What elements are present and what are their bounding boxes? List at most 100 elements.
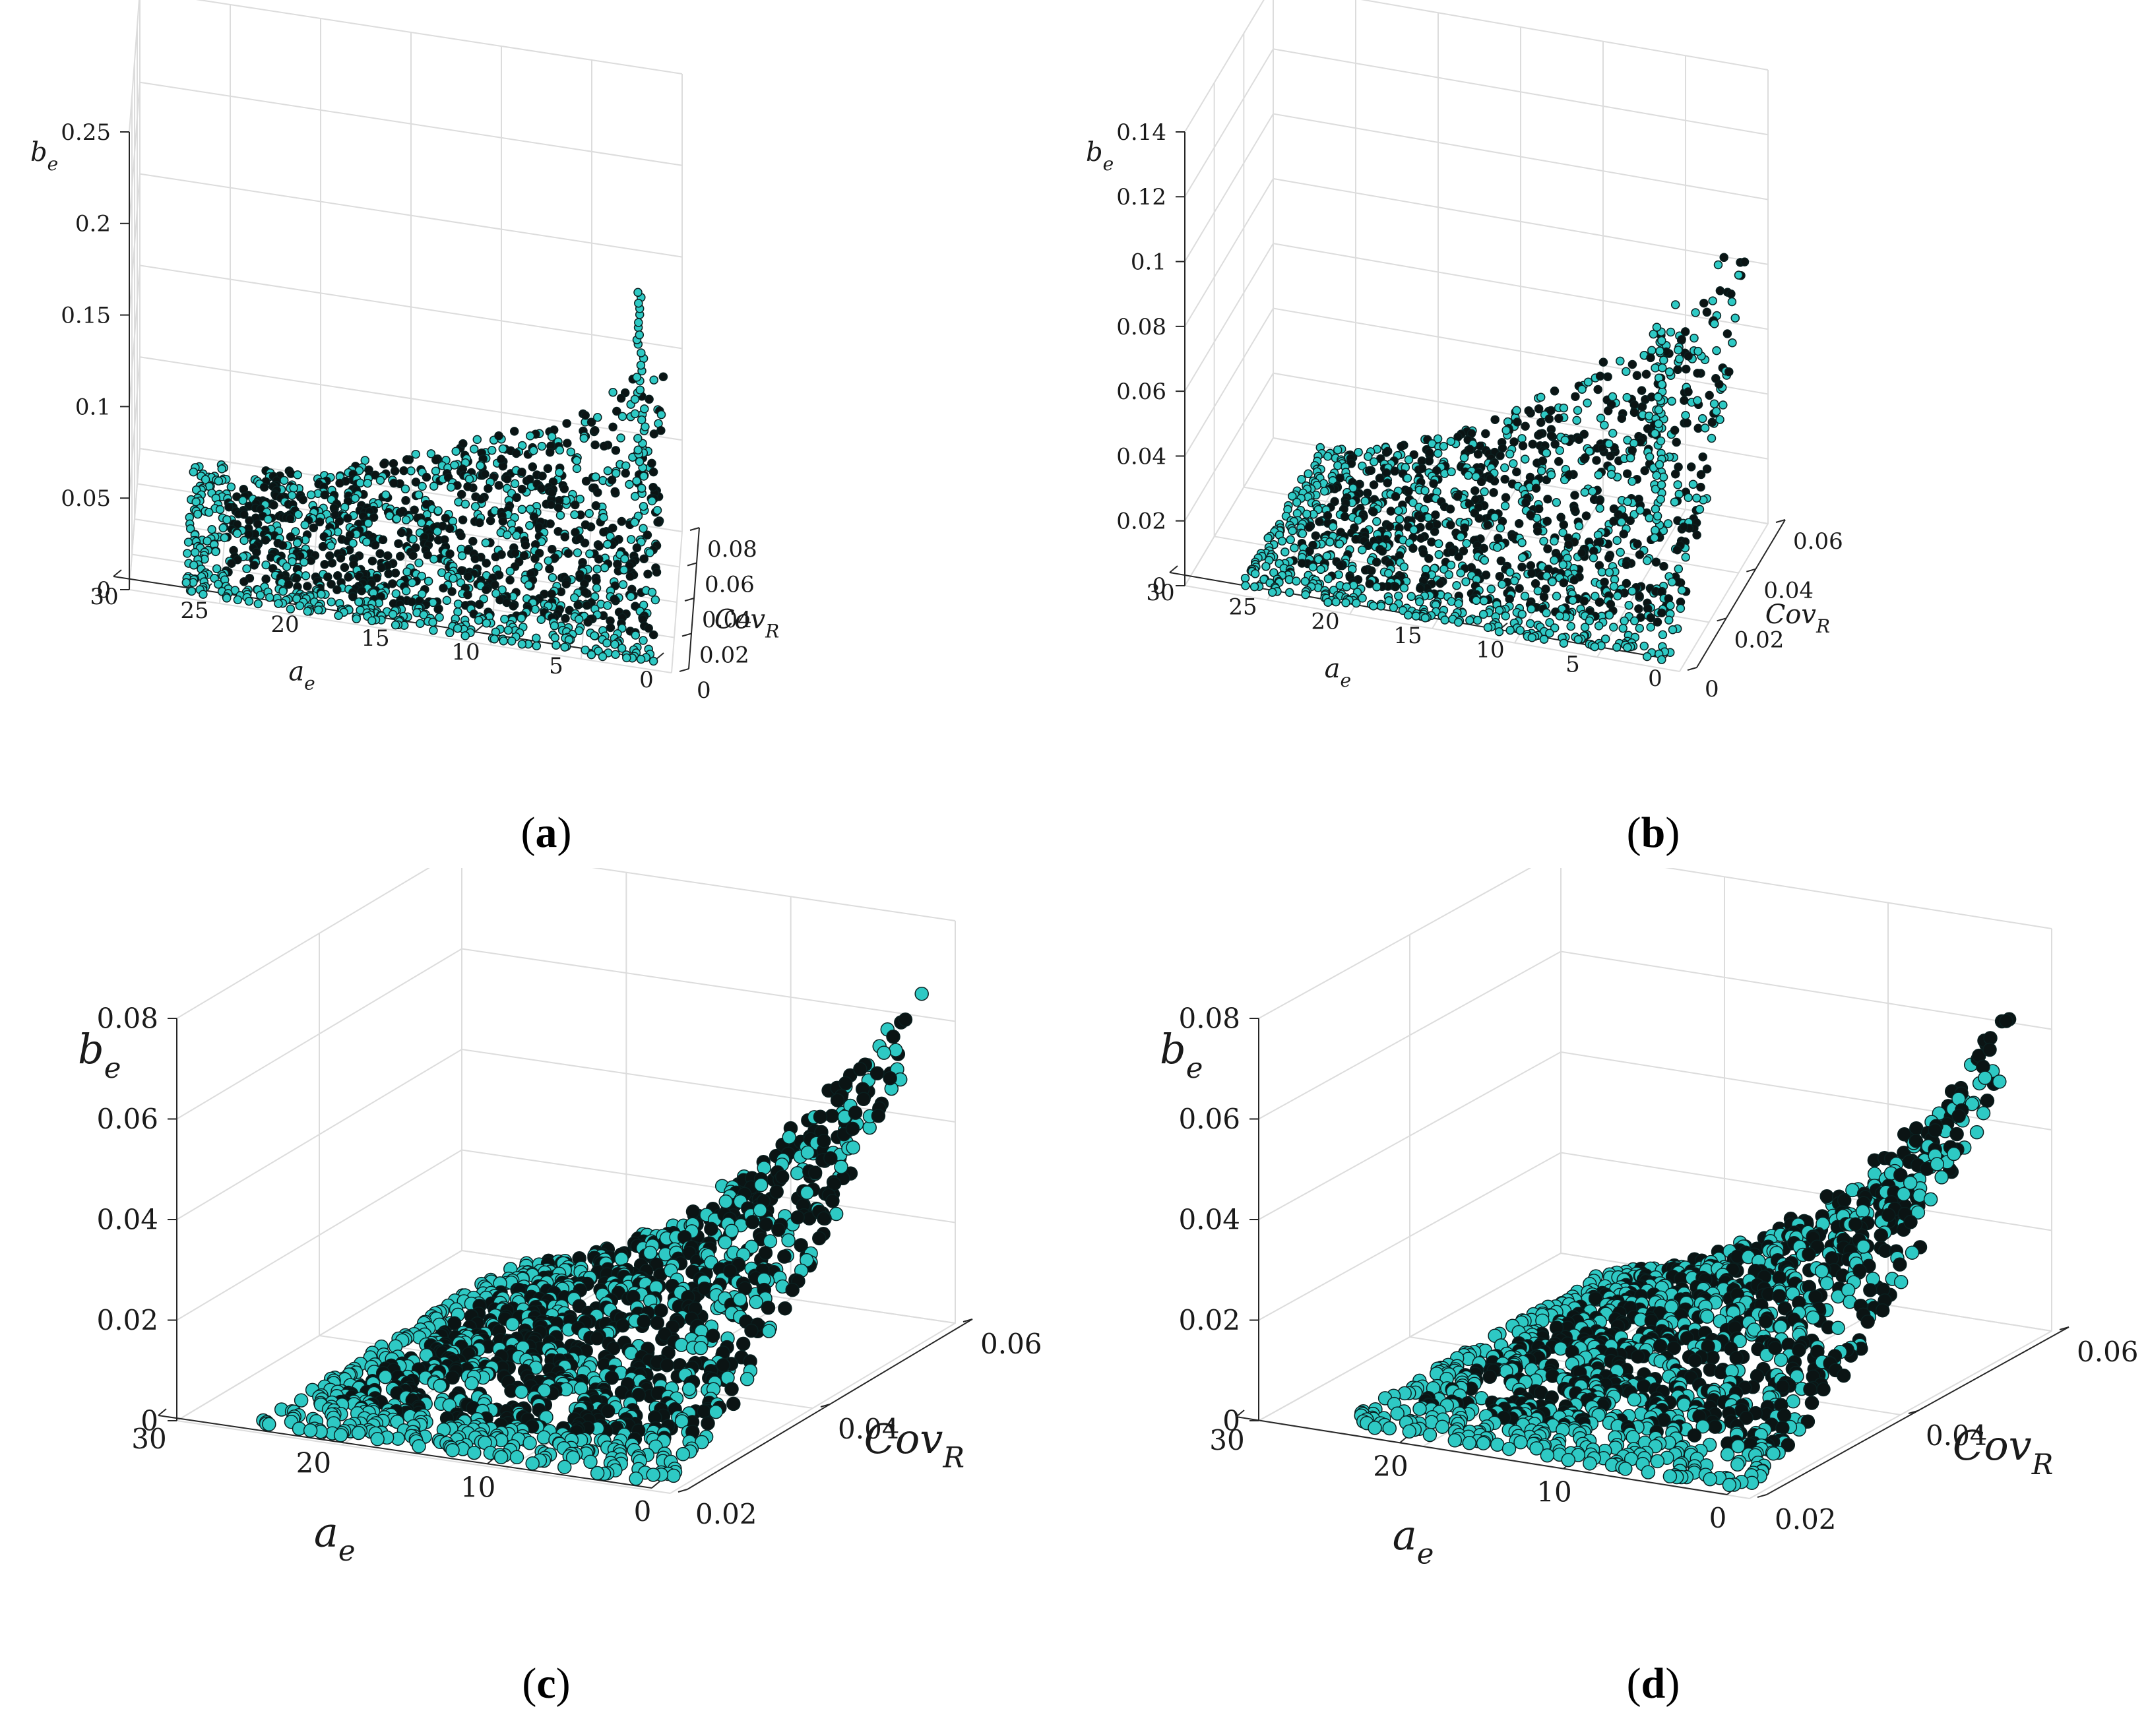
data-point xyxy=(654,1303,668,1318)
data-point xyxy=(1693,369,1702,378)
data-point xyxy=(222,515,232,524)
data-point xyxy=(1376,602,1386,611)
data-point xyxy=(617,412,627,421)
data-point xyxy=(886,1030,900,1044)
data-point xyxy=(693,1341,709,1355)
data-point xyxy=(1573,635,1583,644)
data-point xyxy=(1664,615,1674,625)
data-point xyxy=(1594,470,1603,480)
data-point xyxy=(647,496,657,506)
data-point xyxy=(834,1160,848,1174)
data-point xyxy=(1635,505,1645,515)
data-point xyxy=(1569,575,1579,585)
data-point xyxy=(590,631,599,640)
data-point xyxy=(1613,591,1622,601)
data-point xyxy=(1560,435,1570,445)
data-point xyxy=(869,1066,885,1081)
data-point xyxy=(414,490,424,500)
data-point xyxy=(1652,471,1661,480)
data-point xyxy=(572,464,582,474)
data-point xyxy=(709,1404,723,1419)
data-point xyxy=(1241,581,1250,590)
data-point xyxy=(603,601,612,610)
data-point xyxy=(562,419,571,428)
data-point xyxy=(536,483,546,493)
data-point xyxy=(1495,572,1505,581)
data-point xyxy=(1531,579,1540,588)
data-point xyxy=(1528,439,1538,449)
data-point xyxy=(474,600,484,609)
data-point xyxy=(1436,578,1445,588)
data-point xyxy=(594,554,604,564)
data-point xyxy=(583,617,592,627)
data-point xyxy=(724,1382,739,1396)
data-point xyxy=(1619,529,1629,539)
data-point xyxy=(292,573,301,583)
data-point xyxy=(1456,532,1465,542)
data-point xyxy=(529,446,538,455)
data-point xyxy=(1949,1127,1964,1142)
data-point xyxy=(320,559,329,569)
x-tick-label: 15 xyxy=(361,625,389,652)
data-point xyxy=(1928,1123,1942,1138)
data-point xyxy=(1627,359,1637,369)
data-point xyxy=(340,563,350,573)
caption-c-letter: c xyxy=(536,1659,556,1708)
data-point xyxy=(718,1235,733,1250)
x-tick-label: 0 xyxy=(1709,1502,1727,1534)
data-point xyxy=(1585,616,1595,625)
data-point xyxy=(1542,448,1551,458)
data-point xyxy=(183,538,193,547)
data-point xyxy=(244,596,254,606)
data-point xyxy=(561,613,570,623)
data-point xyxy=(1352,598,1361,608)
data-point xyxy=(586,418,596,427)
data-point xyxy=(458,439,468,449)
data-point xyxy=(790,1165,805,1181)
data-point xyxy=(1288,491,1297,501)
data-point xyxy=(777,1249,792,1264)
data-point xyxy=(1390,466,1399,476)
data-point xyxy=(1429,479,1438,488)
data-point xyxy=(1713,260,1723,270)
data-point xyxy=(185,524,195,534)
y-axis-label-sub: R xyxy=(1816,615,1830,637)
data-point xyxy=(449,574,458,583)
y-tick-label: 0 xyxy=(697,677,711,704)
data-point xyxy=(631,631,641,640)
data-point xyxy=(1627,586,1637,596)
data-point xyxy=(468,536,478,546)
x-axis-label-sub: e xyxy=(338,1535,356,1568)
z-gridline xyxy=(129,81,683,224)
data-point xyxy=(1855,1204,1870,1219)
data-point xyxy=(1651,557,1661,567)
data-point xyxy=(367,616,377,625)
data-point xyxy=(1667,577,1677,587)
data-point xyxy=(1657,655,1666,664)
data-point xyxy=(1559,403,1569,413)
data-point xyxy=(553,503,563,512)
data-point xyxy=(534,522,544,532)
data-point xyxy=(323,572,332,582)
y-axis-label: CovR xyxy=(714,604,779,642)
data-point xyxy=(1517,562,1527,572)
data-point xyxy=(620,554,629,564)
data-point xyxy=(1284,574,1294,584)
data-point xyxy=(242,564,251,573)
data-point xyxy=(370,540,380,550)
y-gridline xyxy=(1273,0,1769,524)
data-point xyxy=(1642,652,1652,662)
data-point xyxy=(1585,447,1594,456)
data-point xyxy=(407,597,417,607)
data-point xyxy=(463,482,472,491)
data-point xyxy=(1302,509,1311,519)
data-point xyxy=(1420,613,1430,623)
data-point xyxy=(636,654,646,664)
data-point xyxy=(749,1295,763,1309)
data-point xyxy=(1538,456,1548,466)
data-point xyxy=(1555,611,1564,621)
data-point xyxy=(1446,560,1456,570)
caption-a-letter: a xyxy=(535,809,557,857)
data-point xyxy=(519,551,529,561)
z-tick-label: 0.04 xyxy=(1178,1204,1240,1236)
